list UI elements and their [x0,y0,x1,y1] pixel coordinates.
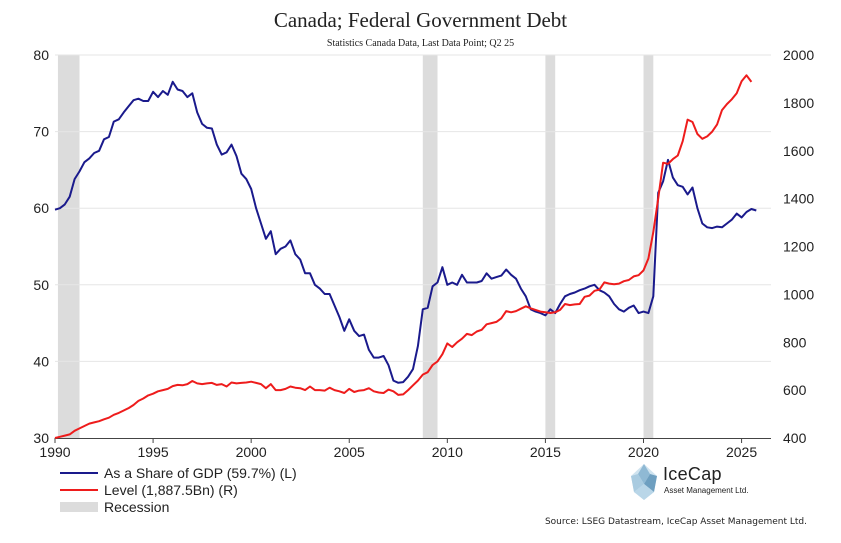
y-right-tick-label-600: 600 [783,382,807,398]
y-left-tick-label-40: 40 [33,353,49,369]
y-right-tick-label-800: 800 [783,334,807,350]
series-line-level [54,74,753,439]
recession-band-3 [643,55,654,438]
legend-label-recession: Recession [104,498,170,515]
x-tick-label-2010: 2010 [432,444,463,460]
y-left-tick-label-50: 50 [33,277,49,293]
y-right-tick-label-1400: 1400 [783,191,814,207]
y-right-tick-label-400: 400 [783,430,807,446]
y-left-tick-label-30: 30 [33,430,49,446]
x-tick-label-1995: 1995 [138,444,169,460]
y-right-tick-label-2000: 2000 [783,47,814,63]
legend-item-recession: Recession [60,498,297,515]
legend-item-level: Level (1,887.5Bn) (R) [60,481,297,498]
legend-swatch-share-of-gdp [60,471,98,474]
series-line-share-of-gdp [54,80,757,384]
legend-label-share-of-gdp: As a Share of GDP (59.7%) (L) [104,464,297,481]
y-right-tick-label-1200: 1200 [783,239,814,255]
chart-title: Canada; Federal Government Debt [273,8,568,32]
recession-band-1 [422,55,438,438]
y-right-tick-label-1000: 1000 [783,286,814,302]
y-left-tick-label-70: 70 [33,124,49,140]
logo-subtitle: Asset Management Ltd. [664,486,749,495]
chart-subtitle: Statistics Canada Data, Last Data Point;… [326,38,515,49]
x-tick-label-2015: 2015 [530,444,561,460]
recession-band-2 [545,55,556,438]
legend-swatch-recession [60,501,98,512]
y-left-tick-label-60: 60 [33,200,49,216]
iceberg-icon [631,464,657,500]
legend: As a Share of GDP (59.7%) (L) Level (1,8… [60,464,297,515]
x-tick-label-1990: 1990 [39,444,70,460]
x-tick-label-2005: 2005 [334,444,365,460]
source-note: Source: LSEG Datastream, IceCap Asset Ma… [544,517,807,527]
y-left-tick-label-80: 80 [33,47,49,63]
legend-label-level: Level (1,887.5Bn) (R) [104,481,238,498]
y-right-tick-label-1600: 1600 [783,143,814,159]
recession-band-0 [57,55,80,438]
y-right-tick-label-1800: 1800 [783,95,814,111]
logo-name: IceCap [663,464,722,484]
x-tick-label-2020: 2020 [628,444,659,460]
legend-item-share-of-gdp: As a Share of GDP (59.7%) (L) [60,464,297,481]
x-tick-label-2000: 2000 [236,444,267,460]
x-tick-label-2025: 2025 [726,444,757,460]
icecap-logo: IceCap Asset Management Ltd. [627,462,767,502]
legend-swatch-level [60,488,98,491]
